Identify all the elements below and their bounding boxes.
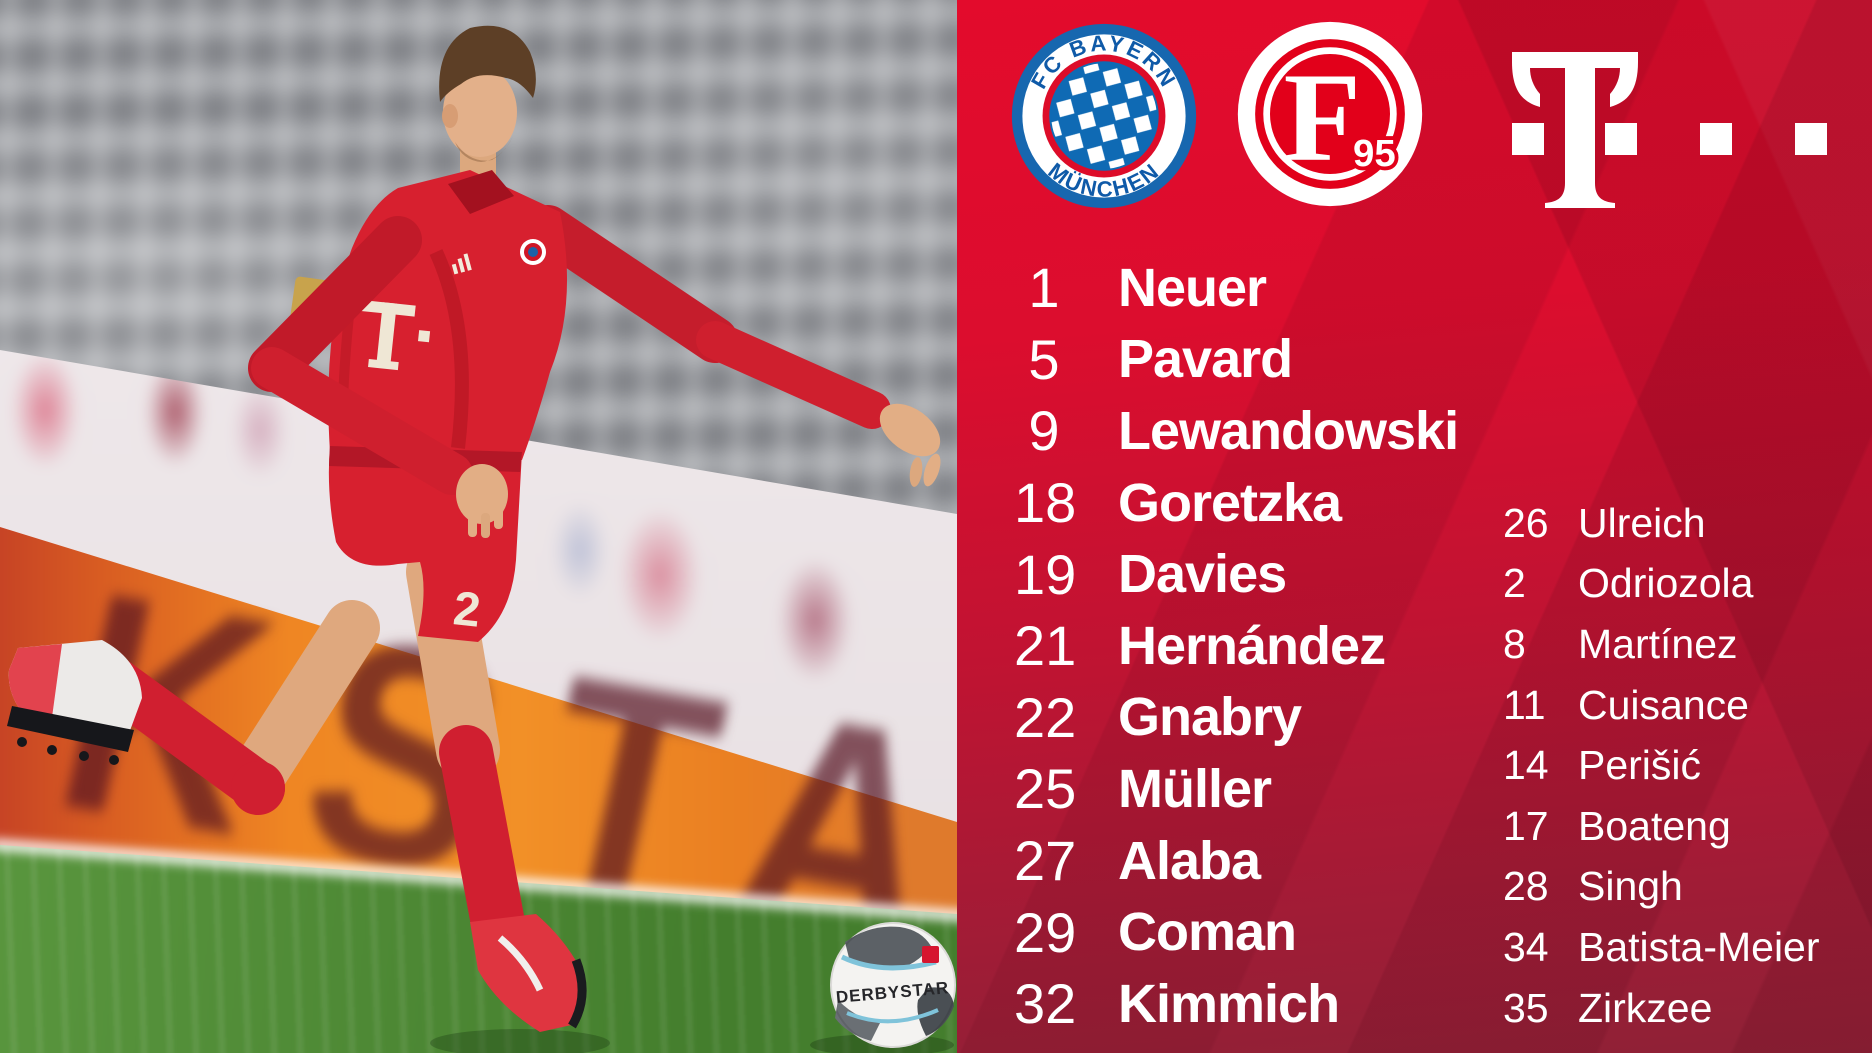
sub-row: 26 Ulreich (1503, 493, 1820, 554)
fortuna-letter: F (1284, 48, 1361, 188)
xi-row: 21 Hernández (1014, 610, 1458, 682)
player-number: 17 (1503, 802, 1549, 849)
player-name: Zirkzee (1578, 984, 1713, 1031)
xi-row: 5 Pavard (1014, 324, 1458, 396)
player-number: 8 (1503, 620, 1526, 667)
player-number: 29 (1014, 900, 1077, 964)
player-name: Odriozola (1578, 560, 1754, 607)
sub-row: 28 Singh (1503, 857, 1820, 918)
player-number: 28 (1503, 863, 1549, 910)
player-name: Neuer (1118, 257, 1267, 318)
telekom-logo-icon (1512, 52, 1827, 208)
xi-row: 1 Neuer (1014, 252, 1458, 324)
player-trailing-leg (7, 600, 380, 815)
sub-row: 35 Zirkzee (1503, 978, 1820, 1039)
player-striding-leg (439, 725, 587, 1032)
player-number: 9 (1028, 399, 1060, 463)
lineup-panel: FC BAYERN MÜNCHEN F 95 (957, 0, 1872, 1053)
player-name: Hernández (1118, 615, 1386, 676)
player-number: 14 (1503, 742, 1549, 789)
sub-row: 2 Odriozola (1503, 554, 1820, 615)
player-number: 18 (1014, 471, 1077, 535)
player-number: 22 (1014, 685, 1077, 749)
player-name: Gnabry (1118, 687, 1302, 748)
ball-bundesliga-patch (922, 946, 939, 963)
sub-row: 34 Batista-Meier (1503, 917, 1820, 978)
fortuna-number: 95 (1353, 132, 1396, 175)
fortuna-duesseldorf-crest-icon: F 95 (1237, 21, 1423, 207)
player-number: 25 (1014, 757, 1077, 821)
player-name: Cuisance (1578, 681, 1749, 728)
jersey-telekom-icon (360, 300, 431, 371)
fc-bayern-crest-icon: FC BAYERN MÜNCHEN (1011, 23, 1197, 209)
jersey-adidas-icon (451, 253, 472, 275)
starting-xi-list: 1 Neuer 5 Pavard 9 Lewandowski 18 Goretzka 1… (1014, 252, 1459, 1040)
xi-row: 27 Alaba (1014, 825, 1458, 897)
player-number: 1 (1028, 256, 1060, 320)
player-name: Müller (1118, 758, 1272, 819)
sub-row: 17 Boateng (1503, 796, 1820, 857)
player-number: 5 (1028, 327, 1060, 391)
player-head (439, 25, 536, 162)
player-name: Alaba (1118, 830, 1261, 891)
sub-row: 8 Martínez (1503, 614, 1820, 675)
player-name: Lewandowski (1118, 400, 1459, 461)
xi-row: 32 Kimmich (1014, 968, 1458, 1040)
player-name: Ulreich (1578, 499, 1706, 546)
stadium-photo: KSTA (0, 0, 957, 1053)
player-number: 27 (1014, 829, 1077, 893)
player-name: Coman (1118, 902, 1297, 963)
xi-row: 29 Coman (1014, 896, 1458, 968)
player-number: 26 (1503, 499, 1549, 546)
player-number: 35 (1503, 984, 1549, 1031)
player-number: 19 (1014, 542, 1077, 606)
player-name: Kimmich (1118, 973, 1340, 1034)
sub-row: 11 Cuisance (1503, 675, 1820, 736)
sub-row: 14 Perišić (1503, 735, 1820, 796)
player-name: Goretzka (1118, 472, 1342, 533)
player-far-arm (525, 205, 941, 487)
substitutes-list: 26 Ulreich 2 Odriozola 8 Martínez 11 Cuisanc… (1503, 493, 1820, 1038)
player-name: Davies (1118, 544, 1287, 605)
player-shadow (430, 1029, 610, 1053)
shorts-number: 2 (451, 582, 483, 638)
player-near-arm (248, 216, 508, 538)
xi-row: 18 Goretzka (1014, 467, 1458, 539)
player-illustration: 2 (7, 25, 956, 1053)
ball: DERBYSTAR (830, 922, 956, 1048)
player-name: Batista-Meier (1578, 923, 1820, 970)
player-name: Pavard (1118, 329, 1293, 390)
xi-row: 25 Müller (1014, 753, 1458, 825)
player-name: Singh (1578, 863, 1683, 910)
player-number: 2 (1503, 560, 1526, 607)
player-number: 21 (1014, 614, 1077, 678)
xi-row: 22 Gnabry (1014, 682, 1458, 754)
logo-row: FC BAYERN MÜNCHEN F 95 (957, 0, 1872, 230)
xi-row: 19 Davies (1014, 538, 1458, 610)
player-name: Martínez (1578, 620, 1738, 667)
player-number: 11 (1503, 681, 1546, 728)
jersey-crest-icon (520, 239, 546, 265)
xi-row: 9 Lewandowski (1014, 395, 1459, 467)
player-name: Boateng (1578, 802, 1731, 849)
player-name: Perišić (1578, 742, 1702, 789)
player-number: 34 (1503, 923, 1549, 970)
player-number: 32 (1014, 972, 1077, 1036)
